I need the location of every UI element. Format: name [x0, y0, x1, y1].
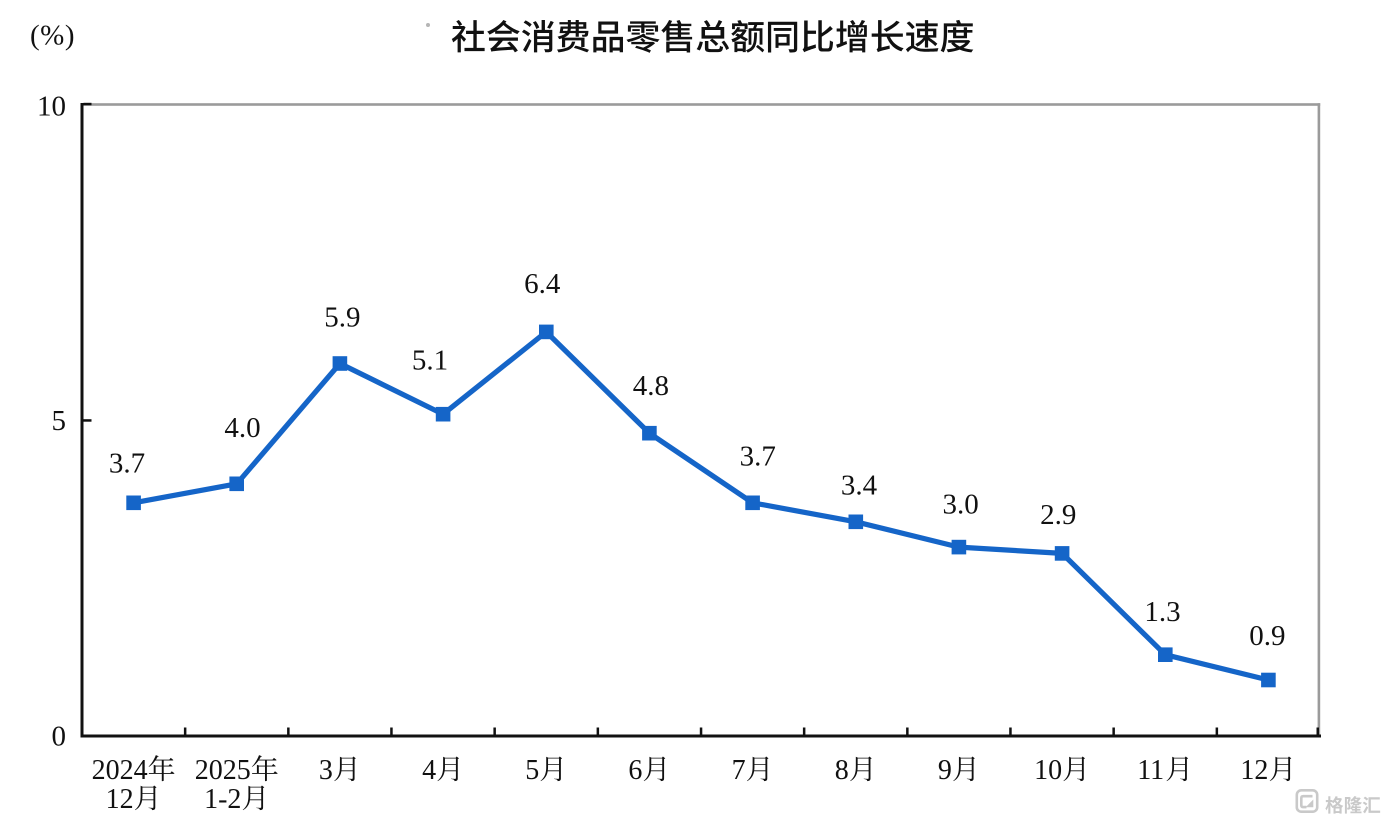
svg-text:1-2: 1-2: [204, 784, 241, 815]
svg-text:11: 11: [1137, 755, 1164, 786]
svg-text:6: 6: [628, 755, 642, 786]
svg-text:4: 4: [422, 755, 436, 786]
svg-text:(%): (%): [30, 20, 75, 52]
svg-text:2024: 2024: [92, 755, 148, 786]
svg-text:3.7: 3.7: [109, 447, 145, 479]
svg-text:5.9: 5.9: [324, 302, 360, 334]
svg-text:9: 9: [938, 755, 952, 786]
svg-text:0: 0: [52, 721, 67, 753]
svg-text:8: 8: [835, 755, 849, 786]
svg-text:12: 12: [1240, 755, 1268, 786]
svg-text:5: 5: [525, 755, 539, 786]
svg-text:6.4: 6.4: [524, 268, 561, 300]
svg-text:1.3: 1.3: [1144, 596, 1180, 628]
svg-text:10: 10: [37, 90, 66, 122]
svg-text:3: 3: [319, 755, 333, 786]
svg-text:10: 10: [1034, 755, 1062, 786]
svg-text:5.1: 5.1: [412, 345, 448, 377]
svg-text:4.8: 4.8: [633, 370, 669, 402]
svg-text:3.0: 3.0: [942, 489, 978, 521]
svg-text:0.9: 0.9: [1249, 620, 1285, 652]
svg-text:2.9: 2.9: [1040, 499, 1076, 531]
svg-text:4.0: 4.0: [224, 412, 260, 444]
svg-text:12: 12: [106, 784, 134, 815]
svg-text:5: 5: [52, 405, 67, 437]
svg-text:3.7: 3.7: [740, 440, 776, 472]
svg-text:2025: 2025: [195, 755, 251, 786]
svg-text:3.4: 3.4: [841, 469, 878, 501]
svg-text:7: 7: [732, 755, 746, 786]
